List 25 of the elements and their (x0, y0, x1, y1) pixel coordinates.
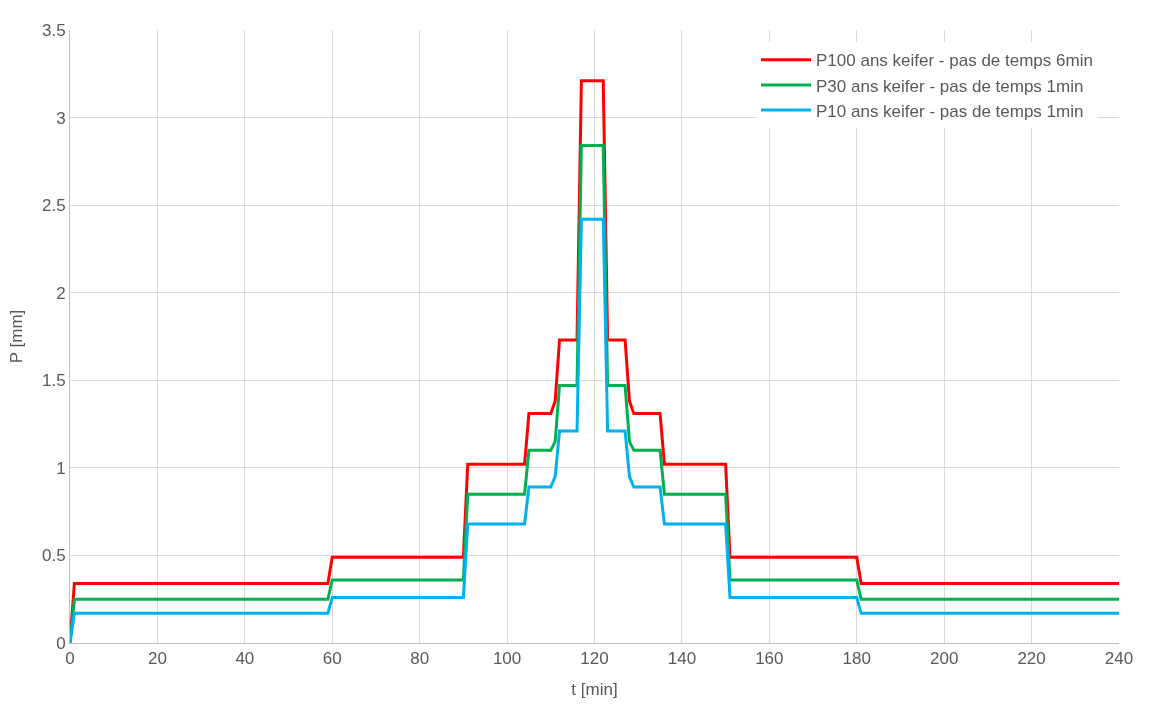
x-tick-label: 100 (492, 649, 522, 669)
x-tick-label: 200 (929, 649, 959, 669)
x-tick-label: 40 (235, 649, 255, 669)
x-tick-label: 180 (842, 649, 871, 669)
x-tick-label: 240 (1104, 649, 1134, 669)
x-tick-label: 60 (322, 649, 342, 669)
legend-label: P30 ans keifer - pas de temps 1min (816, 76, 1084, 96)
x-tick-label: 160 (755, 649, 784, 669)
x-tick-label: 120 (580, 649, 609, 669)
x-tick-label: 220 (1017, 649, 1046, 669)
y-tick-label: 3.5 (41, 20, 66, 40)
x-tick-label: 80 (410, 649, 430, 669)
x-tick-label: 140 (667, 649, 697, 669)
y-tick-label: 1.5 (41, 371, 66, 391)
legend-label: P10 ans keifer - pas de temps 1min (816, 101, 1084, 121)
y-tick-label: 2 (56, 283, 66, 303)
y-tick-label: 0 (56, 633, 66, 653)
x-tick-label: 20 (147, 649, 167, 669)
y-tick-label: 0.5 (41, 546, 66, 566)
x-axis-title: t [min] (571, 679, 618, 699)
y-axis-title: P [mm] (6, 309, 26, 364)
y-tick-label: 1 (56, 458, 66, 478)
y-tick-label: 3 (56, 108, 66, 128)
legend-label: P100 ans keifer - pas de temps 6min (816, 51, 1093, 71)
y-tick-label: 2.5 (41, 196, 66, 216)
